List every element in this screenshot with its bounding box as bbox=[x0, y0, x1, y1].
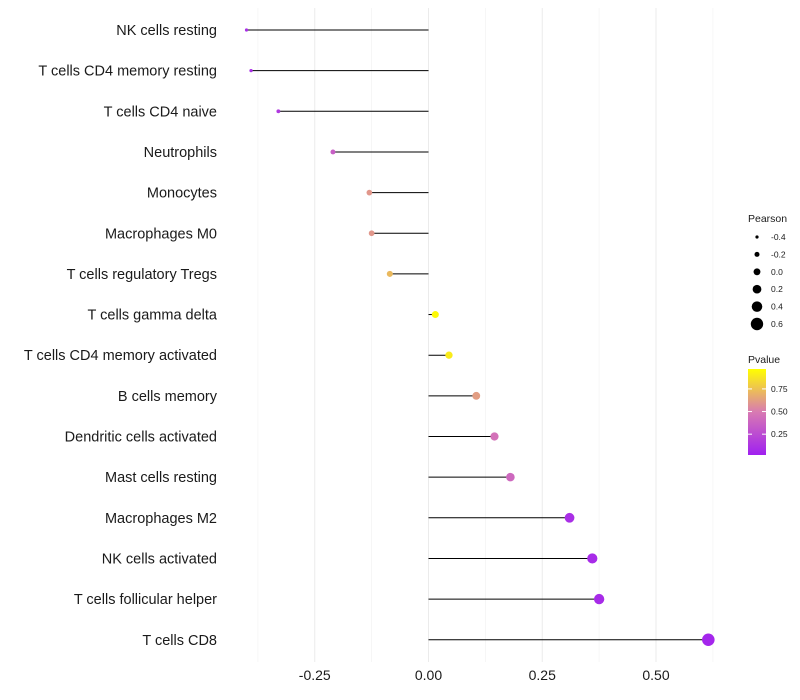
point-10 bbox=[490, 432, 499, 441]
point-9 bbox=[472, 391, 481, 400]
category-label: Mast cells resting bbox=[105, 470, 217, 486]
x-tick-label: 0.00 bbox=[415, 667, 442, 683]
category-label: T cells CD4 memory activated bbox=[24, 348, 217, 364]
category-label: T cells follicular helper bbox=[74, 592, 217, 608]
size-legend-label: -0.4 bbox=[771, 232, 786, 242]
point-1 bbox=[249, 69, 253, 73]
point-14 bbox=[593, 593, 605, 605]
size-legend-label: -0.2 bbox=[771, 249, 786, 259]
x-tick-label: 0.25 bbox=[529, 667, 556, 683]
size-legend-key bbox=[754, 251, 760, 257]
category-label: T cells CD8 bbox=[142, 633, 217, 649]
size-legend-label: 0.0 bbox=[771, 267, 783, 277]
point-3 bbox=[330, 149, 336, 155]
category-label: B cells memory bbox=[118, 389, 218, 405]
category-label: NK cells resting bbox=[116, 23, 217, 39]
size-legend-key bbox=[750, 317, 764, 331]
x-axis-tick-labels: -0.25 0.00 0.25 0.50 bbox=[299, 667, 670, 683]
category-label: Dendritic cells activated bbox=[65, 430, 217, 446]
category-label: T cells regulatory Tregs bbox=[67, 267, 217, 283]
size-legend-label: 0.4 bbox=[771, 302, 783, 312]
legend: Pearson -0.4 -0.2 0.0 0.2 0.4 0.6 Pvalue 0.25… bbox=[748, 213, 788, 455]
color-legend-label: 0.50 bbox=[771, 407, 788, 417]
category-labels: NK cells resting T cells CD4 memory resti… bbox=[24, 23, 218, 649]
point-7 bbox=[431, 311, 439, 319]
size-legend-title: Pearson bbox=[748, 213, 787, 225]
color-legend-label: 0.25 bbox=[771, 429, 788, 439]
color-legend-title: Pvalue bbox=[748, 354, 780, 366]
size-legend-key bbox=[751, 301, 763, 312]
size-legend-key bbox=[755, 235, 759, 239]
color-legend-ticks: 0.25 0.50 0.75 bbox=[748, 384, 788, 439]
color-legend-label: 0.75 bbox=[771, 384, 788, 394]
size-legend-key bbox=[752, 284, 762, 294]
point-13 bbox=[587, 553, 598, 564]
category-label: Macrophages M2 bbox=[105, 511, 217, 527]
grid-lines bbox=[257, 8, 714, 662]
category-label: NK cells activated bbox=[102, 551, 217, 567]
color-legend-bar bbox=[748, 369, 766, 455]
x-tick-label: 0.50 bbox=[642, 667, 669, 683]
category-label: Neutrophils bbox=[144, 145, 217, 161]
point-2 bbox=[276, 109, 281, 114]
category-label: Monocytes bbox=[147, 186, 217, 202]
size-legend-keys: -0.4 -0.2 0.0 0.2 0.4 0.6 bbox=[750, 232, 786, 331]
point-6 bbox=[386, 270, 393, 277]
category-label: T cells gamma delta bbox=[88, 308, 218, 324]
point-5 bbox=[368, 230, 375, 237]
size-legend-label: 0.6 bbox=[771, 319, 783, 329]
category-label: T cells CD4 naive bbox=[104, 104, 217, 120]
point-8 bbox=[445, 351, 453, 359]
category-label: Macrophages M0 bbox=[105, 226, 217, 242]
size-legend-key bbox=[753, 268, 761, 276]
point-0 bbox=[244, 28, 249, 32]
lollipop-points bbox=[244, 28, 715, 647]
point-4 bbox=[366, 189, 373, 196]
point-11 bbox=[506, 472, 515, 482]
category-label: T cells CD4 memory resting bbox=[38, 64, 217, 80]
lollipop-segments bbox=[246, 29, 709, 641]
size-legend-label: 0.2 bbox=[771, 284, 783, 294]
point-12 bbox=[564, 512, 575, 523]
x-tick-label: -0.25 bbox=[299, 667, 331, 683]
point-15 bbox=[702, 633, 715, 647]
